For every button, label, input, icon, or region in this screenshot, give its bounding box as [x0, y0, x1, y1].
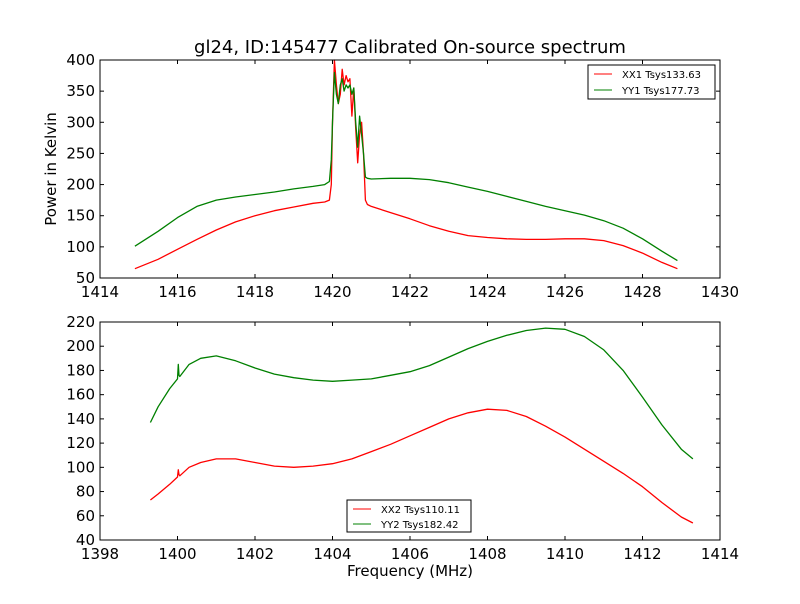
bottom-y-tick-label: 120: [66, 434, 95, 452]
top-plot: 1414 1416 1418 1420 1422 1424 1426 1428 1430 50 10…: [42, 51, 739, 301]
top-y-tick-label: 350: [66, 82, 95, 100]
legend-label-xx1: XX1 Tsys133.63: [622, 70, 701, 81]
bottom-y-tick-label: 220: [66, 313, 95, 331]
bottom-y-tick-label: 40: [76, 531, 95, 549]
bottom-y-tick-label: 80: [76, 483, 95, 501]
top-y-tick-label: 200: [66, 176, 95, 194]
top-plot-legend: XX1 Tsys133.63 YY1 Tsys177.73: [587, 64, 716, 100]
top-x-tick-label: 1426: [546, 283, 584, 301]
top-x-tick-label: 1418: [236, 283, 274, 301]
bottom-plot-legend: XX2 Tsys110.11 YY2 Tsys182.42: [346, 499, 472, 533]
x-axis-title: Frequency (MHz): [347, 562, 473, 580]
top-y-tick-label: 300: [66, 113, 95, 131]
top-x-tick-label: 1430: [701, 283, 739, 301]
bottom-y-tick-label: 200: [66, 337, 95, 355]
bottom-x-tick-label: 1408: [468, 545, 506, 563]
bottom-plot-ticks: 1398 1400 1402 1404 1406 1408 1410 1412 1414 40 60…: [66, 313, 739, 563]
bottom-x-tick-label: 1404: [313, 545, 351, 563]
legend-label-yy1: YY1 Tsys177.73: [621, 86, 700, 97]
bottom-plot-legend-box: [346, 499, 472, 533]
top-x-tick-label: 1416: [158, 283, 196, 301]
chart-title: gl24, ID:145477 Calibrated On-source spe…: [194, 37, 626, 58]
bottom-x-tick-label: 1412: [623, 545, 661, 563]
legend-label-yy2: YY2 Tsys182.42: [380, 520, 459, 531]
top-plot-series: [134, 59, 678, 270]
top-plot-y-axis-title: Power in Kelvin: [42, 112, 60, 226]
bottom-x-tick-label: 1402: [236, 545, 274, 563]
bottom-y-tick-label: 180: [66, 361, 95, 379]
bottom-x-tick-label: 1400: [158, 545, 196, 563]
bottom-x-tick-label: 1398: [81, 545, 119, 563]
top-x-tick-label: 1424: [468, 283, 506, 301]
top-y-tick-label: 100: [66, 238, 95, 256]
bottom-x-tick-label: 1414: [701, 545, 739, 563]
top-y-tick-label: 250: [66, 144, 95, 162]
bottom-y-tick-label: 100: [66, 458, 95, 476]
top-y-tick-label: 50: [76, 269, 95, 287]
bottom-x-tick-label: 1410: [546, 545, 584, 563]
bottom-series-line-xx2: [150, 408, 694, 524]
bottom-series-line-yy2: [149, 327, 694, 460]
top-x-tick-label: 1422: [391, 283, 429, 301]
legend-label-xx2: XX2 Tsys110.11: [381, 505, 460, 516]
top-plot-ticks: 1414 1416 1418 1420 1422 1424 1426 1428 1430 50 10…: [66, 51, 739, 301]
top-series-line-yy1: [134, 71, 678, 262]
bottom-plot-series: [149, 327, 694, 524]
bottom-y-tick-label: 140: [66, 410, 95, 428]
top-plot-legend-box: [587, 64, 716, 100]
bottom-plot: 1398 1400 1402 1404 1406 1408 1410 1412 1414 40 60…: [66, 313, 739, 563]
top-x-tick-label: 1414: [81, 283, 119, 301]
bottom-y-tick-label: 160: [66, 386, 95, 404]
top-y-tick-label: 150: [66, 207, 95, 225]
top-y-tick-label: 400: [66, 51, 95, 69]
top-x-tick-label: 1420: [313, 283, 351, 301]
bottom-x-tick-label: 1406: [391, 545, 429, 563]
top-x-tick-label: 1428: [623, 283, 661, 301]
bottom-y-tick-label: 60: [76, 507, 95, 525]
